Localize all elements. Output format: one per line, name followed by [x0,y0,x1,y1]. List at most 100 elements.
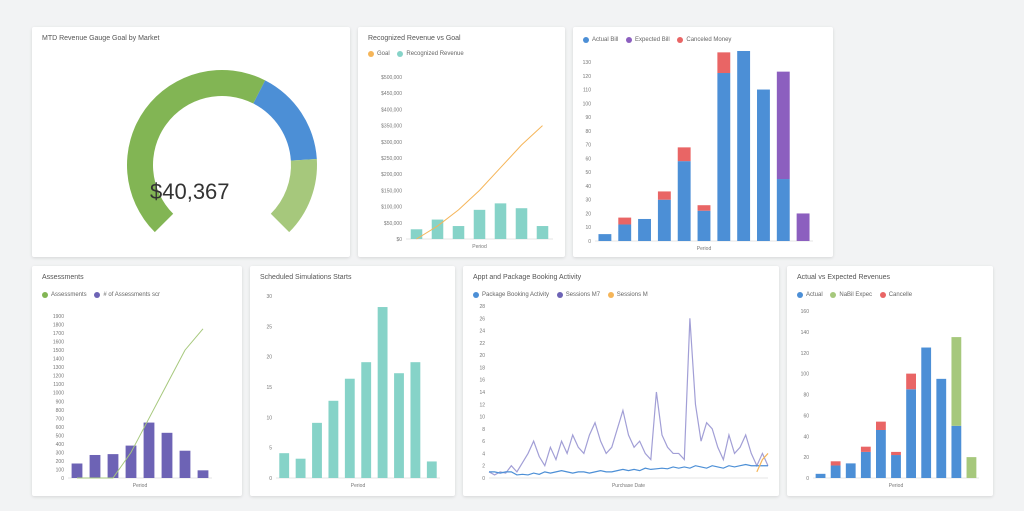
stacked-bar-segment [638,218,651,241]
y-axis-tick: $0 [396,237,402,243]
legend-sessions-m7-swatch [556,292,563,298]
stacked-bar-segment [737,50,751,241]
gauge-value: $40,367 [150,179,230,204]
y-axis-tick: 20 [266,355,272,361]
y-axis-tick: 1000 [53,391,64,397]
simulations-card: Scheduled Simulations Starts 30 25 20 15 10 5… [250,266,455,496]
bar [295,458,306,478]
bar [89,454,101,478]
y-axis-tick: 100 [56,467,65,473]
bar [452,226,465,239]
bar [473,209,486,239]
y-axis-tick: 1900 [53,314,64,320]
activity-title: Appt and Package Booking Activity [473,274,582,281]
y-axis-tick: 30 [585,198,591,204]
stacked-bar-segment [757,89,770,242]
y-axis-tick: 10 [585,225,591,231]
bar [179,450,191,478]
stacked-bar-segment [830,465,841,478]
y-axis-tick: $350,000 [381,124,402,130]
bar [394,373,404,478]
legend-assessments-swatch [42,292,48,298]
y-axis-tick: 40 [585,184,591,190]
y-axis-tick: 0 [588,239,591,245]
legend-expected-bill: Expected Bill [635,37,670,43]
bar [377,307,388,478]
stacked-bar-segment [830,461,841,466]
legend-num-assessments: # of Assessments scr [103,292,161,298]
stacked-bar-segment [677,161,691,241]
y-axis-tick: 80 [585,129,591,135]
y-axis-tick: 1500 [53,348,64,354]
y-axis-tick: 14 [479,390,485,396]
legend-actual-bill: Actual Bill [592,37,619,43]
y-axis-tick: 110 [583,88,591,94]
y-axis-tick: 1100 [53,382,64,388]
gauge-card: MTD Revenue Gauge Goal by Market $40,367 [32,27,350,257]
x-axis-label: Period [133,483,148,489]
legend-sessions-m: Sessions M [616,292,648,298]
bar [494,203,507,239]
stacked-bar-segment [876,429,886,478]
y-axis-tick: 140 [801,330,810,336]
y-axis-tick: 50 [585,170,591,176]
assessments-title: Assessments [42,274,84,281]
y-axis-tick: 10 [266,415,272,421]
stacked-bottom-card: Actual vs Expected Revenues Actual NaBil… [787,266,993,496]
x-axis-label: Period [351,483,366,489]
legend-cancelle: Cancelle [888,292,913,298]
legend-goal: Goal [377,51,390,57]
y-axis-tick: 1300 [53,365,64,371]
y-axis-tick: 28 [479,304,485,310]
y-axis-tick: 12 [479,402,485,408]
series-line [756,453,769,473]
stacked-bar-segment [776,179,790,241]
bar [344,378,355,478]
y-axis-tick: 100 [801,372,810,378]
legend-cancelle-swatch [879,292,886,298]
y-axis-tick: 15 [266,385,272,391]
activity-legend: Package Booking Activity Sessions M7 Ses… [467,292,648,299]
y-axis-tick: 600 [56,425,65,431]
series-line [488,318,769,476]
stacked-bar-segment [697,210,711,241]
recognized-chart: $500,000 $450,000 $400,000 $350,000 $300,000… [381,75,553,250]
stacked-bottom-title: Actual vs Expected Revenues [797,274,890,281]
legend-assessments: Assessments [51,292,87,298]
y-axis-tick: 18 [479,365,485,371]
y-axis-tick: $500,000 [381,75,402,81]
assessments-chart: 1900180017001600150014001300120011001000… [53,314,212,489]
stacked-bar-segment [598,234,612,241]
stacked-top-legend: Actual Bill Expected Bill Canceled Money [577,37,731,44]
y-axis-tick: 1200 [53,374,64,380]
stacked-bar-segment [697,205,711,211]
y-axis-tick: 60 [585,156,591,162]
stacked-bar-segment [936,378,947,478]
y-axis-tick: $250,000 [381,156,402,162]
stacked-bar-segment [951,337,962,426]
y-axis-tick: 0 [61,476,64,482]
legend-canceled-swatch [677,37,684,43]
assessments-legend: Assessments # of Assessments scr [36,292,160,299]
legend-nabil-swatch [830,292,837,298]
y-axis-tick: 200 [56,459,65,465]
stacked-bar-segment [776,71,790,180]
stacked-bottom-legend: Actual NaBil Expec Cancelle [791,292,912,299]
activity-card: Appt and Package Booking Activity Packag… [463,266,779,496]
bar [161,432,173,478]
y-axis-tick: 6 [482,439,485,445]
legend-actual-bill-swatch [583,37,589,43]
y-axis-tick: 60 [803,413,809,419]
y-axis-tick: 30 [266,294,272,300]
legend-package: Package Booking Activity [482,292,550,298]
y-axis-tick: 120 [801,351,810,357]
bar [410,229,423,239]
bar [125,445,137,478]
stacked-bar-segment [796,213,810,241]
bar [143,422,155,478]
simulations-chart: 30 25 20 15 10 5 0 Period [266,294,440,489]
stacked-bar-segment [891,451,901,456]
y-axis-tick: 100 [583,101,592,107]
gauge-segment [126,69,266,233]
